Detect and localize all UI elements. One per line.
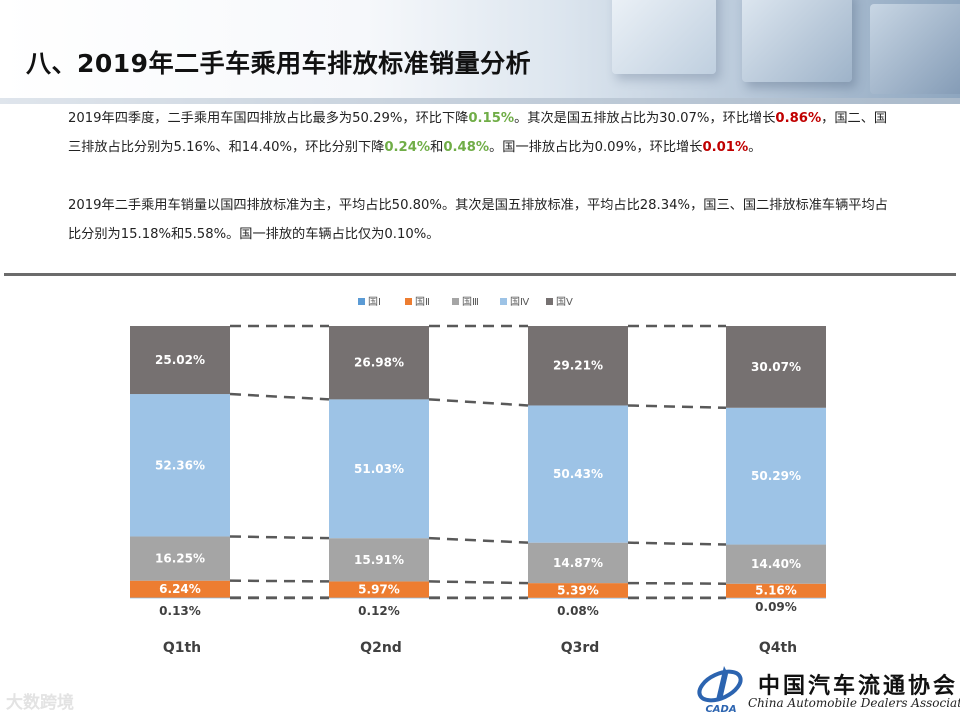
- category-label: Q3rd: [561, 640, 600, 656]
- bar-segment-2-Q2nd: [329, 581, 429, 598]
- legend-swatch: [358, 298, 365, 305]
- cada-emblem-icon: CADA: [697, 666, 743, 714]
- header-underline: [0, 98, 960, 104]
- legend-swatch: [546, 298, 553, 305]
- series-connector-line: [229, 535, 330, 540]
- highlight-decrease: 0.24%: [384, 140, 431, 155]
- text: 。: [748, 140, 762, 155]
- highlight-decrease: 0.48%: [443, 140, 490, 155]
- legend-label: 国Ⅳ: [510, 296, 530, 308]
- data-label: 5.16%: [755, 584, 797, 598]
- bar-segment-1-Q1th: [130, 597, 230, 599]
- bar-segment-4-Q2nd: [329, 399, 429, 539]
- bar-segment-4-Q4th: [726, 407, 826, 545]
- bar-segment-5-Q4th: [726, 326, 826, 408]
- association-english-name: China Automobile Dealers Association: [748, 696, 960, 710]
- data-label: 14.40%: [751, 557, 801, 571]
- data-label: 5.97%: [358, 583, 400, 597]
- category-label: Q1th: [163, 640, 201, 656]
- summary-paragraph-annual: 2019年二手乘用车销量以国四排放标准为主，平均占比50.80%。其次是国五排放…: [68, 198, 888, 242]
- category-label: Q4th: [759, 640, 797, 656]
- association-name: 中国汽车流通协会: [758, 673, 959, 699]
- bar-segment-1-Q2nd: [329, 597, 429, 599]
- bar-segment-1-Q3rd: [528, 597, 628, 599]
- highlight-increase: 0.01%: [702, 140, 749, 155]
- page-title: 八、2019年二手车乘用车排放标准销量分析: [26, 49, 532, 78]
- data-label: 5.39%: [557, 583, 599, 597]
- data-label: 51.03%: [354, 462, 404, 476]
- bar-segment-2-Q1th: [130, 580, 230, 598]
- decorative-cube: [742, 0, 852, 82]
- series-connector-line: [428, 398, 529, 407]
- series-connector-line: [428, 580, 529, 585]
- series-connector-line: [428, 536, 529, 544]
- data-label: 52.36%: [155, 458, 205, 472]
- decorative-cube: [870, 4, 960, 94]
- data-label: 14.87%: [553, 556, 603, 570]
- series-connector-line: [229, 579, 330, 583]
- bar-segment-2-Q4th: [726, 583, 826, 598]
- bar-segment-3-Q2nd: [329, 538, 429, 582]
- data-label: 16.25%: [155, 552, 205, 566]
- bar-segment-5-Q3rd: [528, 326, 628, 406]
- watermark: 大数跨境: [6, 693, 74, 713]
- data-label: 29.21%: [553, 359, 603, 373]
- legend-swatch: [452, 298, 459, 305]
- highlight-decrease: 0.15%: [468, 111, 515, 126]
- legend-swatch: [500, 298, 507, 305]
- category-label: Q2nd: [360, 640, 402, 656]
- header-banner: [0, 0, 960, 104]
- legend-label: 国Ⅰ: [368, 296, 381, 308]
- bar-segment-4-Q1th: [130, 394, 230, 537]
- bar-segment-2-Q3rd: [528, 583, 628, 598]
- data-label: 0.09%: [755, 600, 797, 614]
- bar-segment-3-Q1th: [130, 536, 230, 581]
- stacked-bar-chart: 0.13% 0.12% 0.08% 0.09% 6.24% 5.97% 5.39% 5.16%…: [130, 296, 826, 656]
- bar-segment-3-Q3rd: [528, 542, 628, 584]
- series-connector-line: [627, 541, 727, 546]
- legend-label: 国Ⅱ: [415, 296, 430, 308]
- series-connector-line: [627, 404, 727, 410]
- legend-label: 国Ⅴ: [556, 296, 573, 308]
- data-label: 6.24%: [159, 582, 201, 596]
- text: 和: [430, 140, 444, 155]
- legend-swatch: [405, 298, 412, 305]
- data-label: 25.02%: [155, 353, 205, 367]
- decorative-cube: [612, 0, 716, 74]
- data-label: 26.98%: [354, 356, 404, 370]
- data-label: 0.13%: [159, 604, 201, 618]
- data-label: 15.91%: [354, 553, 404, 567]
- bar-segment-5-Q1th: [130, 326, 230, 395]
- summary-paragraph-q4: 2019年四季度，二手乘用车国四排放占比最多为50.29%，环比下降0.15%。…: [68, 104, 898, 162]
- highlight-increase: 0.86%: [775, 111, 822, 126]
- data-label: 50.43%: [553, 467, 603, 481]
- bar-segment-1-Q4th: [726, 597, 826, 599]
- text: 。国一排放占比为0.09%，环比增长: [489, 140, 703, 155]
- legend-label: 国Ⅲ: [462, 296, 479, 308]
- data-label: 0.12%: [358, 604, 400, 618]
- bar-segment-4-Q3rd: [528, 405, 628, 543]
- text: 。其次是国五排放占比为30.07%，环比增长: [514, 111, 776, 126]
- data-label: 0.08%: [557, 604, 599, 618]
- bar-segment-3-Q4th: [726, 544, 826, 584]
- data-label: 50.29%: [751, 469, 801, 483]
- section-divider: [4, 273, 956, 276]
- series-connector-line: [627, 581, 727, 585]
- series-connector-line: [229, 392, 330, 401]
- bar-segment-5-Q2nd: [329, 326, 429, 400]
- text: 2019年四季度，二手乘用车国四排放占比最多为50.29%，环比下降: [68, 111, 469, 126]
- emblem-label: CADA: [705, 704, 736, 714]
- data-label: 30.07%: [751, 360, 801, 374]
- text: ，国二、国三排放占比分别为5.16%、和14.40%，环比分别下降: [68, 111, 888, 155]
